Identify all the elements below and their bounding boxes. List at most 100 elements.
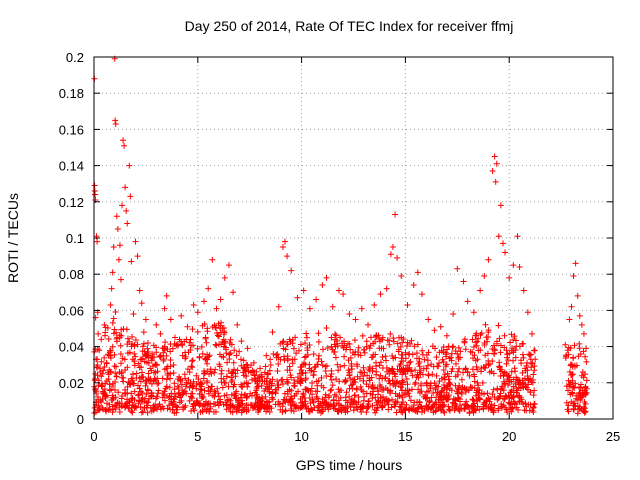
data-point-background bbox=[252, 377, 259, 384]
data-point-background bbox=[236, 348, 243, 355]
data-point-background bbox=[386, 377, 393, 384]
data-point-background bbox=[277, 406, 284, 413]
data-point bbox=[493, 160, 500, 167]
x-tick-label: 15 bbox=[398, 429, 412, 444]
data-point-background bbox=[302, 340, 309, 347]
data-point-background bbox=[447, 354, 454, 361]
data-point-background bbox=[218, 375, 225, 382]
data-point-background bbox=[303, 334, 310, 341]
data-point-background bbox=[94, 362, 101, 369]
data-point-background bbox=[420, 365, 427, 372]
data-point-background bbox=[418, 409, 425, 416]
data-point-background bbox=[99, 404, 106, 411]
data-point bbox=[300, 287, 307, 294]
data-point-background bbox=[144, 345, 151, 352]
data-point-background bbox=[566, 383, 573, 390]
data-point-background bbox=[402, 370, 409, 377]
data-point-background bbox=[477, 396, 484, 403]
data-point-background bbox=[113, 373, 120, 380]
data-point-background bbox=[510, 398, 517, 405]
data-point bbox=[365, 321, 372, 328]
data-point-background bbox=[264, 371, 271, 378]
data-point bbox=[92, 191, 99, 198]
data-point-background bbox=[157, 403, 164, 410]
data-point-background bbox=[145, 370, 152, 377]
data-point-background bbox=[167, 356, 174, 363]
data-point-background bbox=[382, 375, 389, 382]
data-point bbox=[136, 287, 143, 294]
data-point-background bbox=[200, 370, 207, 377]
data-point-background bbox=[506, 394, 513, 401]
data-point-background bbox=[490, 409, 497, 416]
data-point-background bbox=[346, 393, 353, 400]
x-tick-label: 25 bbox=[606, 429, 620, 444]
data-point bbox=[570, 273, 577, 280]
data-point-background bbox=[302, 403, 309, 410]
data-point-background bbox=[328, 377, 335, 384]
data-point-background bbox=[216, 351, 223, 358]
y-tick-label: 0.16 bbox=[59, 122, 84, 137]
data-point-background bbox=[147, 404, 154, 411]
data-point-background bbox=[290, 401, 297, 408]
data-point-background bbox=[394, 340, 401, 347]
data-point-background bbox=[121, 356, 128, 363]
data-point-background bbox=[490, 342, 497, 349]
data-point-background bbox=[225, 383, 232, 390]
data-point-background bbox=[350, 407, 357, 414]
data-point-background bbox=[465, 404, 472, 411]
data-point-background bbox=[215, 393, 222, 400]
data-point-background bbox=[231, 381, 238, 388]
data-point bbox=[117, 276, 124, 283]
data-point-background bbox=[261, 404, 268, 411]
data-point-background bbox=[181, 371, 188, 378]
data-point-background bbox=[189, 384, 196, 391]
data-point-background bbox=[489, 391, 496, 398]
data-point-background bbox=[207, 403, 214, 410]
data-point-background bbox=[178, 397, 185, 404]
data-point-background bbox=[332, 343, 339, 350]
data-point-background bbox=[138, 409, 145, 416]
data-point-background bbox=[460, 369, 467, 376]
data-point-background bbox=[117, 350, 124, 357]
data-point-background bbox=[419, 347, 426, 354]
x-tick-label: 5 bbox=[194, 429, 201, 444]
data-point-background bbox=[413, 350, 420, 357]
data-point-background bbox=[531, 363, 538, 370]
data-point-background bbox=[95, 403, 102, 410]
data-point-background bbox=[505, 381, 512, 388]
data-point-background bbox=[138, 374, 145, 381]
data-point-background bbox=[443, 386, 450, 393]
data-point-background bbox=[272, 401, 279, 408]
data-point-background bbox=[360, 388, 367, 395]
data-point-background bbox=[274, 378, 281, 385]
data-point bbox=[389, 244, 396, 251]
data-point-background bbox=[148, 408, 155, 415]
data-point-background bbox=[565, 387, 572, 394]
data-point-background bbox=[171, 340, 178, 347]
data-point bbox=[481, 273, 488, 280]
data-point-background bbox=[319, 362, 326, 369]
data-point-background bbox=[288, 387, 295, 394]
data-point-background bbox=[176, 394, 183, 401]
data-point-background bbox=[119, 374, 126, 381]
data-point-background bbox=[323, 372, 330, 379]
data-point-background bbox=[306, 361, 313, 368]
data-point-background bbox=[510, 383, 517, 390]
data-point-background bbox=[512, 354, 519, 361]
data-point-background bbox=[133, 404, 140, 411]
data-point-background bbox=[128, 341, 135, 348]
data-point-background bbox=[425, 388, 432, 395]
data-point-background bbox=[301, 360, 308, 367]
data-point-background bbox=[190, 401, 197, 408]
data-point-background bbox=[208, 383, 215, 390]
data-point-background bbox=[443, 396, 450, 403]
y-axis-label: ROTI / TECUs bbox=[5, 193, 21, 283]
data-point-background bbox=[571, 385, 578, 392]
data-point-background bbox=[319, 396, 326, 403]
data-point-background bbox=[483, 361, 490, 368]
data-point-background bbox=[343, 389, 350, 396]
data-point-background bbox=[424, 395, 431, 402]
data-point-background bbox=[428, 394, 435, 401]
data-point-background bbox=[508, 408, 515, 415]
data-point-background bbox=[508, 378, 515, 385]
